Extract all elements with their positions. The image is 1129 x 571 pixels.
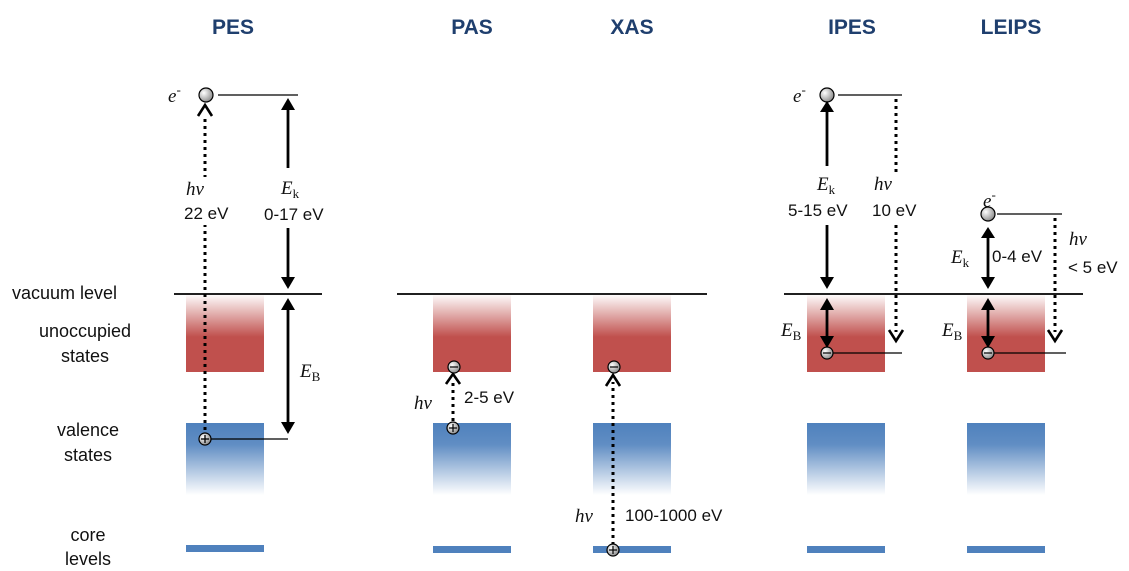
leips-ek-label: Ek [950, 247, 970, 270]
pes-photon-label-bg [180, 177, 230, 225]
leips-photon-energy: < 5 eV [1068, 258, 1118, 277]
core-level-pes [186, 545, 264, 552]
ipes-electron-label: e- [793, 82, 806, 107]
pes-photon-label: hν [186, 179, 205, 200]
header-pes: PES [212, 16, 254, 39]
ipes-process: e- Ek 5-15 eV EB hν 10 eV [780, 82, 930, 360]
ipes-photon-energy: 10 eV [872, 201, 917, 220]
pes-eb-arrowhead-up [281, 298, 295, 310]
label-core-2: levels [65, 549, 111, 569]
label-vacuum-level: vacuum level [12, 283, 117, 303]
valence-band-pes [186, 423, 264, 495]
leips-eb-arrowhead-up [981, 298, 995, 310]
leips-electron [980, 206, 996, 222]
leips-process: e- Ek 0-4 eV EB hν < 5 eV [941, 187, 1118, 360]
pes-electron [198, 87, 214, 103]
core-level-pas [433, 546, 511, 553]
pas-photon-label: hν [414, 393, 433, 414]
leips-ek-range: 0-4 eV [992, 247, 1043, 266]
pes-ek-label: Ek [280, 178, 300, 201]
leips-eb-arrowhead-down [981, 336, 995, 348]
pes-photon-arrowhead [196, 102, 214, 117]
pes-electron-label: e- [168, 82, 181, 107]
ipes-eb-label: EB [780, 320, 802, 343]
ipes-ek-arrowhead-down [820, 277, 834, 289]
leips-eb-label: EB [941, 320, 963, 343]
unoccupied-band-pes [186, 294, 264, 372]
unoccupied-band-pas [433, 294, 511, 372]
pes-eb-label: EB [299, 361, 321, 384]
ipes-photon-label-bg [870, 172, 930, 222]
label-unoccupied-1: unoccupied [39, 321, 131, 341]
pes-ek-arrowhead-down [281, 277, 295, 289]
ipes-eb-arrowhead-up [820, 298, 834, 310]
valence-band-ipes [807, 423, 885, 495]
header-pas: PAS [451, 16, 493, 39]
xas-photon-arrowhead [604, 372, 622, 387]
valence-band-xas [593, 423, 671, 495]
core-level-xas [593, 546, 671, 553]
unoccupied-band-leips [967, 294, 1045, 372]
xas-process: hν 100-1000 eV [575, 360, 723, 557]
unoccupied-band-ipes [807, 294, 885, 372]
label-valence-1: valence [57, 420, 119, 440]
leips-photon-arrowhead [1046, 329, 1064, 344]
ipes-ek-label: Ek [816, 174, 836, 197]
ipes-ek-arrowhead-up [820, 101, 834, 112]
valence-band-pas [433, 423, 511, 495]
ipes-eb-arrowhead-down [820, 336, 834, 348]
unoccupied-band-xas [593, 294, 671, 372]
xas-photon-label: hν [575, 506, 594, 527]
ipes-photon-arrowhead [887, 329, 905, 344]
leips-photon-label: hν [1069, 229, 1088, 250]
core-level-ipes [807, 546, 885, 553]
pes-photon-energy: 22 eV [184, 204, 229, 223]
pas-energy: 2-5 eV [464, 388, 515, 407]
pes-ek-range: 0-17 eV [264, 205, 324, 224]
core-level-leips [967, 546, 1045, 553]
header-xas: XAS [610, 16, 653, 39]
label-unoccupied-2: states [61, 346, 109, 366]
leips-ek-arrowhead-down [981, 277, 995, 289]
pas-process: hν 2-5 eV [414, 360, 515, 435]
header-leips: LEIPS [981, 16, 1042, 39]
pas-photon-arrowhead [444, 371, 462, 385]
leips-ek-arrowhead-up [981, 227, 995, 238]
label-core-1: core [70, 525, 105, 545]
ipes-electron [819, 87, 835, 103]
header-ipes: IPES [828, 16, 876, 39]
ipes-ek-range: 5-15 eV [788, 201, 848, 220]
leips-electron-label: e- [983, 187, 996, 212]
ipes-photon-label: hν [874, 174, 893, 195]
valence-band-leips [967, 423, 1045, 495]
pes-eb-arrowhead-down [281, 422, 295, 434]
pes-process: e- hν 22 eV Ek 0-17 eV EB [168, 82, 324, 446]
pes-ek-arrowhead-up [281, 98, 295, 110]
xas-energy: 100-1000 eV [625, 506, 723, 525]
label-valence-2: states [64, 445, 112, 465]
